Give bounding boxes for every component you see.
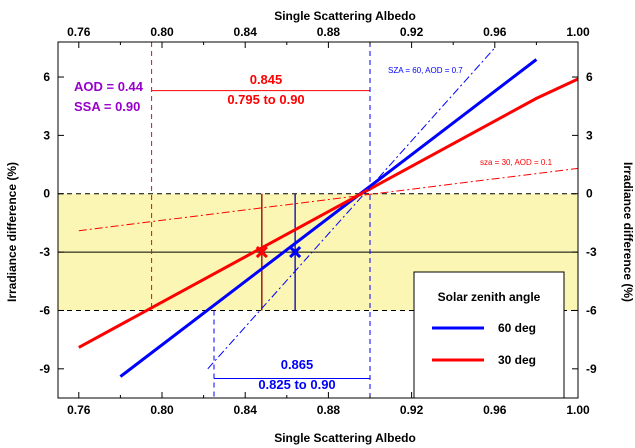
- y-tick-label-left-5: -9: [39, 362, 50, 376]
- red-value-annotation: 0.845: [250, 72, 283, 87]
- x-tick-label-bottom-5: 0.96: [483, 403, 507, 417]
- x-tick-label-bottom-1: 0.80: [150, 403, 174, 417]
- y-tick-label-left-0: 6: [43, 70, 50, 84]
- x-tick-label-top-0: 0.76: [67, 25, 91, 39]
- blue-dashdot-label: SZA = 60, AOD = 0.7: [388, 66, 463, 75]
- y-tick-label-right-1: 3: [586, 128, 593, 142]
- x-tick-label-bottom-0: 0.76: [67, 403, 91, 417]
- series-line-3: [78, 167, 579, 232]
- series-line-1: [78, 77, 579, 349]
- x-tick-label-bottom-4: 0.92: [400, 403, 424, 417]
- blue-value-annotation: 0.865: [281, 357, 314, 372]
- ssa-annotation: SSA = 0.90: [74, 99, 140, 114]
- y-tick-label-right-0: 6: [586, 70, 593, 84]
- y-tick-label-right-2: 0: [586, 187, 593, 201]
- x-tick-label-bottom-2: 0.84: [234, 403, 258, 417]
- plot-frame: [57, 41, 579, 399]
- x-tick-label-bottom-3: 0.88: [317, 403, 341, 417]
- legend-label-30: 30 deg: [498, 353, 536, 367]
- legend-label-60: 60 deg: [498, 321, 536, 335]
- red-dashdot-label: sza = 30, AOD = 0.1: [480, 158, 553, 167]
- x-tick-label-top-6: 1.00: [566, 25, 590, 39]
- legend: Solar zenith angle 60 deg 30 deg: [413, 271, 565, 399]
- series-line-0: [119, 58, 538, 378]
- y-axis-title-right: Irradiance difference (%): [621, 162, 635, 302]
- y-tick-label-left-4: -6: [39, 303, 50, 317]
- x-tick-label-bottom-6: 1.00: [566, 403, 590, 417]
- x-tick-label-top-1: 0.80: [150, 25, 174, 39]
- y-tick-label-right-5: -9: [586, 362, 597, 376]
- legend-title: Solar zenith angle: [438, 290, 541, 304]
- y-tick-label-right-4: -6: [586, 303, 597, 317]
- y-tick-label-right-3: -3: [586, 245, 597, 259]
- x-tick-label-top-5: 0.96: [483, 25, 507, 39]
- y-tick-label-left-3: -3: [39, 245, 50, 259]
- x-tick-label-top-4: 0.92: [400, 25, 424, 39]
- y-tick-label-left-2: 0: [43, 187, 50, 201]
- aod-annotation: AOD = 0.44: [74, 79, 144, 94]
- marker-x-1: [289, 246, 302, 259]
- y-axis-title-left: Irradiance difference (%): [5, 162, 19, 302]
- marker-x-0: [255, 246, 268, 259]
- x-axis-title-bottom: Single Scattering Albedo: [274, 431, 416, 445]
- y-tick-label-left-1: 3: [43, 128, 50, 142]
- red-range-annotation: 0.795 to 0.90: [227, 92, 304, 107]
- legend-box: [413, 271, 565, 399]
- x-axis-title-top: Single Scattering Albedo: [274, 9, 416, 23]
- x-tick-label-top-2: 0.84: [234, 25, 258, 39]
- x-tick-label-top-3: 0.88: [317, 25, 341, 39]
- series-line-2: [207, 47, 496, 370]
- blue-range-annotation: 0.825 to 0.90: [258, 377, 335, 392]
